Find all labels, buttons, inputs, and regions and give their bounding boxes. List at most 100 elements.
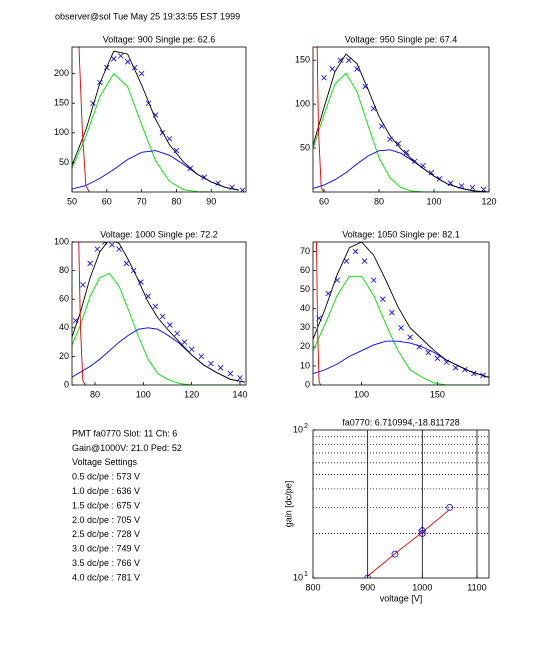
axes-frame (312, 46, 490, 193)
data-point (361, 258, 368, 264)
info-line: 3.5 dc/pe : 766 V (72, 558, 140, 568)
data-point (337, 57, 344, 63)
info-line: 2.5 dc/pe : 728 V (72, 529, 140, 539)
data-point (398, 325, 404, 331)
x-tick-label: 120 (481, 196, 496, 206)
plot-area (72, 47, 246, 192)
data-point (198, 353, 205, 360)
y-tick-label: 50 (59, 157, 69, 167)
x-tick-label: 80 (374, 196, 384, 206)
axes-frame (312, 429, 490, 579)
data-point (329, 66, 336, 72)
x-tick-label: 90 (206, 196, 216, 206)
data-point (109, 242, 115, 248)
y-tick-label: 50 (300, 284, 310, 294)
y-tick-label: 60 (300, 265, 310, 275)
info-line: Voltage Settings (72, 457, 138, 467)
data-point (87, 260, 93, 267)
data-point (469, 184, 476, 191)
data-point (138, 279, 144, 285)
data-point (94, 246, 101, 252)
data-point (321, 74, 327, 81)
data-point (123, 260, 130, 267)
data-point (403, 149, 410, 156)
y-tick-label: 10 (293, 572, 303, 582)
data-point (166, 135, 173, 142)
data-point (395, 140, 402, 147)
fit-curve (316, 242, 322, 385)
y-tick-label: 200 (54, 68, 69, 78)
chart-title: Voltage: 950 Single pe: 67.4 (345, 34, 458, 44)
x-tick-label: 80 (171, 196, 181, 206)
data-point (152, 112, 159, 118)
y-tick-label: 0 (305, 379, 310, 389)
plot-area (72, 242, 246, 385)
y-tick-label: 150 (54, 98, 69, 108)
info-line: 1.0 dc/pe : 636 V (72, 486, 140, 496)
data-point (80, 282, 86, 288)
data-point (364, 574, 372, 578)
info-line: 0.5 dc/pe : 573 V (72, 472, 140, 482)
x-tick-label: 60 (319, 196, 329, 206)
data-point (380, 296, 386, 302)
info-line: 1.5 dc/pe : 675 V (72, 500, 140, 510)
fit-curve (78, 242, 86, 385)
fit-curve (72, 272, 245, 385)
info-line: PMT fa0770 Slot: 11 Ch: 6 (72, 428, 177, 438)
data-point (391, 550, 399, 558)
x-tick-label: 1000 (412, 582, 432, 592)
fit-curve (313, 53, 489, 192)
data-point (237, 375, 243, 381)
data-point (428, 169, 435, 176)
fit-curve (367, 509, 450, 577)
data-point (116, 246, 122, 252)
data-point (152, 303, 159, 310)
x-tick-label: 900 (360, 582, 375, 592)
data-point (174, 330, 180, 337)
data-point (345, 57, 352, 63)
info-line: Gain@1000V: 21.0 Ped: 52 (72, 443, 182, 453)
y-tick-label: 20 (59, 351, 69, 361)
y-tick-label: 100 (295, 98, 310, 108)
axes-frame (71, 241, 247, 386)
data-point (480, 186, 487, 192)
y-tick-label: 10 (293, 424, 303, 434)
x-tick-label: 1100 (467, 582, 486, 592)
data-point (188, 346, 195, 353)
data-point (110, 56, 117, 62)
chart-title: Voltage: 1050 Single pe: 82.1 (342, 229, 460, 239)
y-tick-label: 20 (300, 341, 310, 351)
y-tick-label: 100 (54, 127, 69, 137)
data-point (443, 359, 450, 365)
data-point (362, 83, 369, 90)
chart-title: fa0770: 6.710994,-18.811728 (342, 417, 459, 427)
axes-frame (71, 46, 247, 193)
y-tick-label: 0 (64, 379, 69, 389)
fit-curve (72, 72, 240, 192)
fit-curve (313, 242, 489, 378)
x-tick-label: 100 (426, 196, 441, 206)
plot-content (72, 47, 246, 192)
plot-area (313, 430, 489, 578)
info-line: 2.0 dc/pe : 705 V (72, 515, 140, 525)
plot-area (313, 242, 489, 385)
x-tick-label: 800 (305, 582, 320, 592)
data-point (370, 277, 377, 283)
x-tick-label: 120 (184, 389, 199, 399)
info-line: 4.0 dc/pe : 781 V (72, 572, 140, 582)
plot-content (364, 503, 454, 578)
y-tick-exponent: 1 (304, 571, 308, 578)
x-tick-label: 150 (430, 389, 445, 399)
data-point (159, 313, 166, 320)
y-tick-label: 80 (59, 265, 69, 275)
plot-area (313, 47, 489, 192)
data-point (407, 334, 413, 341)
data-point (227, 370, 234, 377)
data-point (167, 322, 173, 328)
y-tick-label: 30 (300, 322, 310, 332)
data-point (389, 309, 395, 316)
y-tick-label: 50 (300, 142, 310, 152)
data-point (452, 365, 459, 371)
plot-content (313, 242, 489, 385)
x-tick-label: 100 (354, 389, 369, 399)
